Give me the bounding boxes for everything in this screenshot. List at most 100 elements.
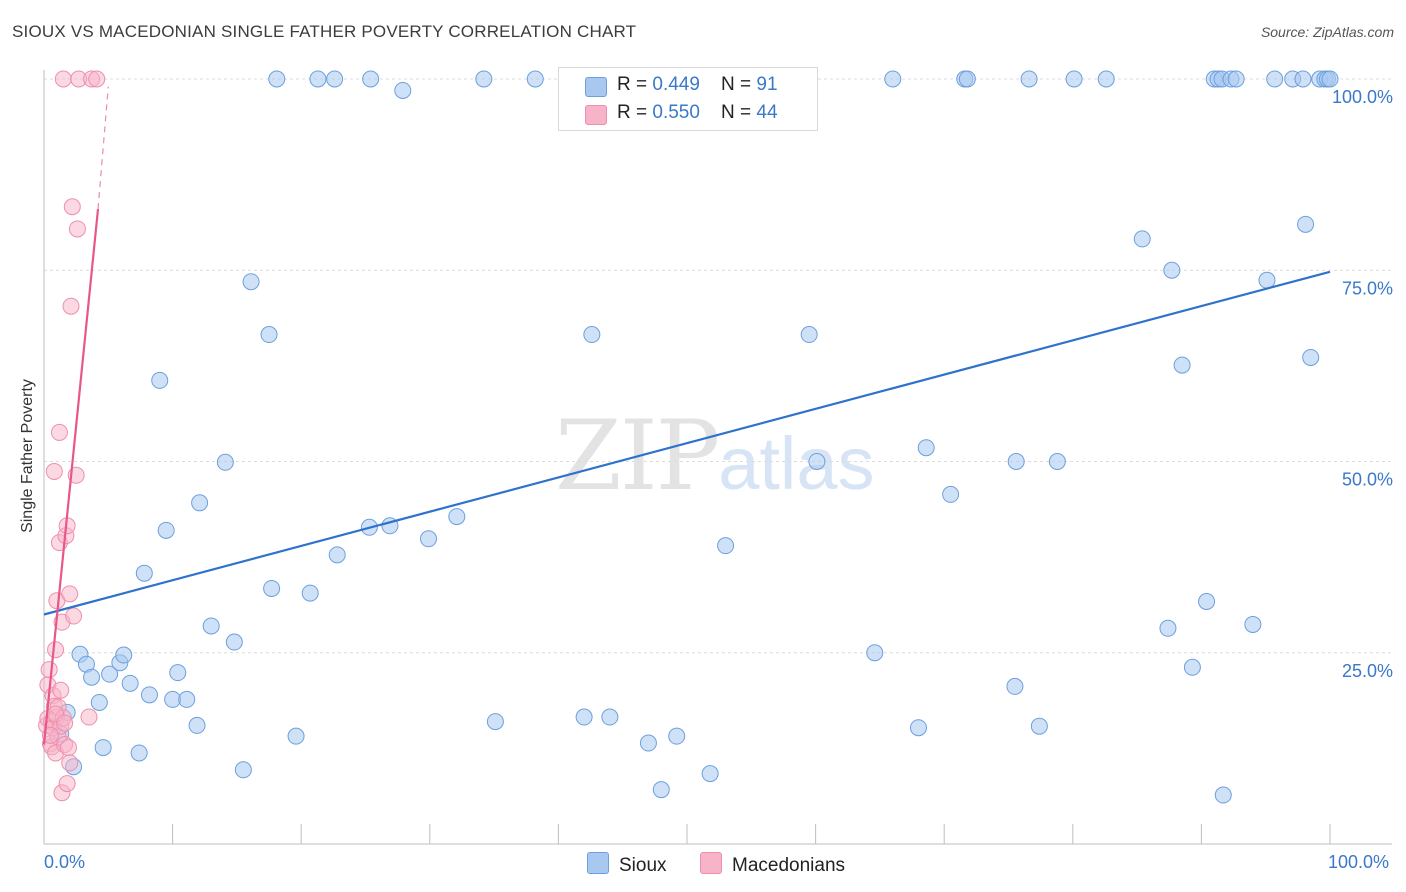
bottom-legend-swatch-sioux: [587, 852, 609, 874]
point-macedonians: [52, 681, 70, 699]
point-sioux: [448, 508, 466, 526]
legend-r-value: 0.550: [652, 102, 700, 123]
legend-text-macedonians: R = 0.550 N = 44: [617, 102, 778, 124]
legend-n-value: 44: [756, 102, 778, 123]
point-sioux: [1020, 70, 1038, 88]
point-macedonians: [50, 423, 68, 441]
point-sioux: [1065, 70, 1083, 88]
point-sioux: [1297, 215, 1315, 233]
point-macedonians: [40, 661, 58, 679]
point-sioux: [1048, 453, 1066, 470]
point-sioux: [652, 781, 670, 799]
point-sioux: [917, 439, 935, 457]
correlation-legend: R = 0.449 N = 91 R = 0.550 N = 44: [558, 67, 818, 131]
legend-r-value: 0.449: [652, 74, 700, 95]
point-macedonians: [88, 70, 106, 88]
legend-n-label: N =: [721, 74, 757, 95]
legend-swatch-sioux: [585, 77, 607, 97]
point-sioux: [309, 70, 327, 88]
y-tick-label: 50.0%: [1342, 470, 1393, 490]
y-tick-label: 25.0%: [1342, 661, 1393, 681]
bottom-legend-sioux: Sioux: [587, 852, 667, 877]
point-macedonians: [61, 585, 79, 603]
point-sioux: [639, 734, 657, 752]
point-sioux: [90, 693, 108, 711]
legend-n-value: 91: [756, 74, 778, 95]
point-macedonians: [65, 607, 83, 625]
point-sioux: [326, 70, 344, 88]
point-sioux: [101, 665, 119, 683]
point-sioux: [1294, 70, 1312, 88]
point-sioux: [942, 485, 960, 503]
x-tick-label-min: 0.0%: [44, 852, 86, 872]
legend-r-label: R =: [617, 74, 653, 95]
point-sioux: [242, 273, 260, 291]
point-sioux: [866, 644, 884, 662]
point-macedonians: [59, 739, 77, 757]
point-macedonians: [58, 775, 76, 793]
point-sioux: [263, 579, 281, 597]
point-sioux: [884, 70, 902, 88]
y-axis-label: Single Father Poverty: [19, 379, 36, 533]
point-sioux: [1030, 717, 1048, 735]
point-sioux: [121, 674, 139, 692]
point-macedonians: [45, 462, 63, 480]
point-sioux: [1097, 70, 1115, 88]
point-sioux: [216, 453, 234, 471]
legend-n-label: N =: [721, 102, 757, 123]
point-sioux: [800, 326, 818, 344]
point-sioux: [151, 371, 169, 389]
point-sioux: [1133, 230, 1151, 248]
point-sioux: [1227, 70, 1245, 88]
point-sioux: [135, 564, 153, 582]
legend-r-label: R =: [617, 102, 653, 123]
point-sioux: [328, 546, 346, 564]
point-sioux: [169, 664, 187, 682]
point-macedonians: [68, 220, 86, 238]
point-macedonians: [47, 641, 65, 659]
point-sioux: [1258, 271, 1276, 289]
watermark-atlas: atlas: [718, 422, 875, 505]
point-sioux: [601, 708, 619, 726]
point-sioux: [1183, 658, 1201, 676]
point-sioux: [909, 719, 927, 737]
point-sioux: [1321, 70, 1339, 88]
point-sioux: [701, 765, 719, 783]
point-sioux: [1198, 592, 1216, 610]
point-sioux: [1163, 261, 1181, 279]
chart-title: SIOUX VS MACEDONIAN SINGLE FATHER POVERT…: [12, 22, 637, 41]
point-sioux: [1214, 786, 1232, 804]
bottom-legend-label-macedonians: Macedonians: [732, 855, 846, 876]
point-sioux: [202, 617, 220, 635]
watermark: ZIPatlas: [555, 400, 875, 512]
point-sioux: [260, 326, 278, 344]
point-sioux: [394, 81, 412, 99]
source-credit: Source: ZipAtlas.com: [1260, 24, 1394, 40]
legend-text-sioux: R = 0.449 N = 91: [617, 74, 778, 96]
legend-swatch-macedonians: [585, 105, 607, 125]
point-sioux: [178, 690, 196, 708]
bottom-legend-macedonians: Macedonians: [700, 852, 845, 877]
y-tick-label: 100.0%: [1332, 87, 1393, 107]
point-sioux: [1302, 348, 1320, 366]
trendline-macedonians: [42, 208, 100, 745]
point-sioux: [420, 530, 438, 548]
point-sioux: [486, 713, 504, 731]
point-macedonians: [63, 198, 81, 216]
bottom-legend-swatch-macedonians: [700, 852, 722, 874]
point-sioux: [717, 537, 735, 555]
point-sioux: [83, 668, 101, 686]
point-sioux: [225, 633, 243, 651]
point-sioux: [94, 739, 112, 757]
trendline-sioux: [43, 270, 1331, 616]
y-tick-label: 75.0%: [1342, 278, 1393, 298]
point-sioux: [115, 646, 133, 664]
point-sioux: [575, 708, 593, 726]
bottom-legend-label-sioux: Sioux: [619, 855, 667, 876]
point-sioux: [234, 761, 252, 779]
point-sioux: [475, 70, 493, 88]
point-sioux: [301, 584, 319, 602]
point-sioux: [157, 521, 175, 539]
point-sioux: [130, 744, 148, 762]
